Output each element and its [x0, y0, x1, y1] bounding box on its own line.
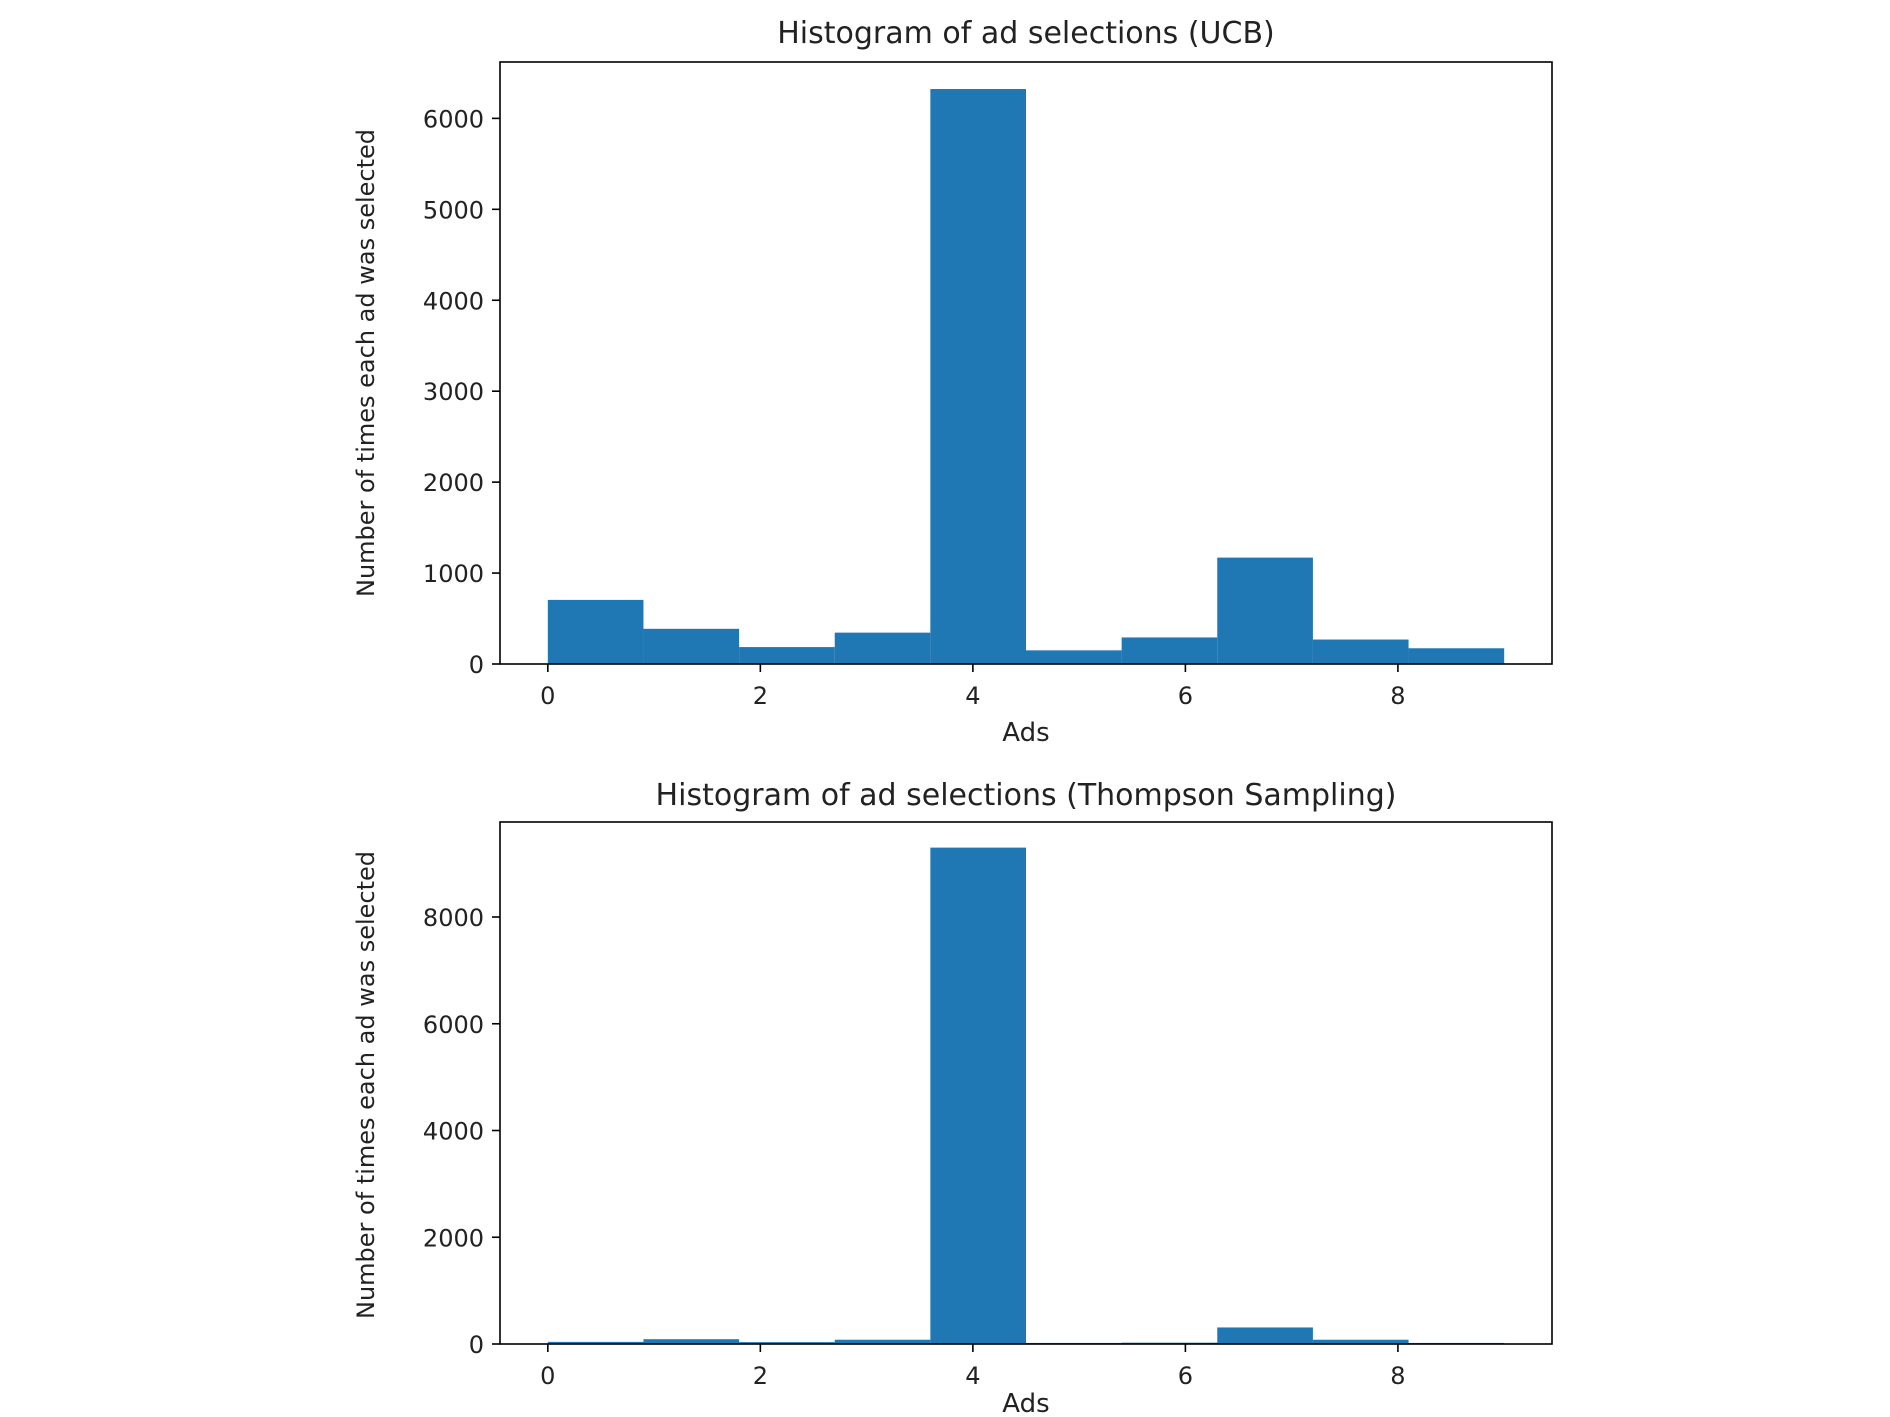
bar-ucb-6: [1121, 637, 1218, 664]
thompson-sampling-histogram: Histogram of ad selections (Thompson Sam…: [352, 778, 1553, 1417]
x-tick-label-ucb-6: 6: [1178, 682, 1193, 710]
bar-ucb-8: [1312, 639, 1409, 664]
y-tick-label-thompson-4000: 4000: [423, 1118, 484, 1146]
plot-frame-thompson: [499, 821, 1553, 1345]
x-tick-label-thompson-2: 2: [753, 1362, 768, 1390]
x-ticks-ucb: 0 2 4 6 8: [540, 664, 1406, 710]
x-tick-label-ucb-8: 8: [1390, 682, 1405, 710]
y-tick-label-thompson-2000: 2000: [423, 1224, 484, 1252]
x-tick-label-ucb-2: 2: [753, 682, 768, 710]
y-axis-label-ucb: Number of times each ad was selected: [352, 129, 380, 597]
y-tick-label-thompson-0: 0: [469, 1331, 484, 1359]
bar-ucb-9: [1408, 648, 1505, 664]
y-tick-label-ucb-6000: 6000: [423, 105, 484, 133]
y-tick-label-ucb-3000: 3000: [423, 378, 484, 406]
x-tick-label-thompson-6: 6: [1178, 1362, 1193, 1390]
x-axis-label-ucb: Ads: [1002, 718, 1049, 748]
y-ticks-ucb: 0 1000 2000 3000 4000 5000 6000: [423, 105, 500, 679]
bars-thompson: [547, 847, 1505, 1344]
y-tick-label-ucb-5000: 5000: [423, 196, 484, 224]
y-tick-label-thompson-6000: 6000: [423, 1011, 484, 1039]
bar-thompson-0: [547, 1341, 644, 1344]
bar-ucb-1: [643, 628, 740, 664]
y-ticks-thompson: 0 2000 4000 6000 8000: [423, 904, 500, 1359]
y-tick-label-thompson-8000: 8000: [423, 904, 484, 932]
y-tick-label-ucb-2000: 2000: [423, 469, 484, 497]
bar-thompson-7: [1217, 1327, 1313, 1344]
bar-thompson-3: [834, 1339, 931, 1344]
x-tick-label-thompson-0: 0: [540, 1362, 555, 1390]
bar-ucb-3: [834, 632, 931, 664]
plot-frame-ucb: [499, 61, 1553, 665]
x-ticks-thompson: 0 2 4 6 8: [540, 1344, 1406, 1390]
x-tick-label-ucb-4: 4: [965, 682, 980, 710]
y-tick-label-ucb-0: 0: [469, 651, 484, 679]
bar-thompson-8: [1312, 1339, 1409, 1344]
x-axis-label-thompson: Ads: [1002, 1389, 1049, 1417]
x-tick-label-thompson-8: 8: [1390, 1362, 1405, 1390]
y-axis-label-thompson: Number of times each ad was selected: [352, 851, 380, 1319]
chart-title-ucb: Histogram of ad selections (UCB): [777, 16, 1274, 51]
bar-ucb-5: [1026, 650, 1122, 664]
bar-ucb-2: [739, 647, 835, 664]
bars-ucb: [547, 89, 1505, 664]
y-tick-label-ucb-1000: 1000: [423, 560, 484, 588]
chart-title-thompson: Histogram of ad selections (Thompson Sam…: [656, 778, 1397, 813]
bar-thompson-4: [930, 847, 1026, 1344]
x-tick-label-ucb-0: 0: [540, 682, 555, 710]
bar-thompson-1: [643, 1339, 740, 1344]
bar-ucb-7: [1217, 557, 1313, 664]
bar-thompson-2: [739, 1342, 835, 1344]
x-tick-label-thompson-4: 4: [965, 1362, 980, 1390]
bar-ucb-4: [930, 89, 1026, 664]
ucb-histogram: Histogram of ad selections (UCB) Number …: [352, 16, 1553, 748]
y-tick-label-ucb-4000: 4000: [423, 287, 484, 315]
bar-ucb-0: [547, 599, 644, 664]
